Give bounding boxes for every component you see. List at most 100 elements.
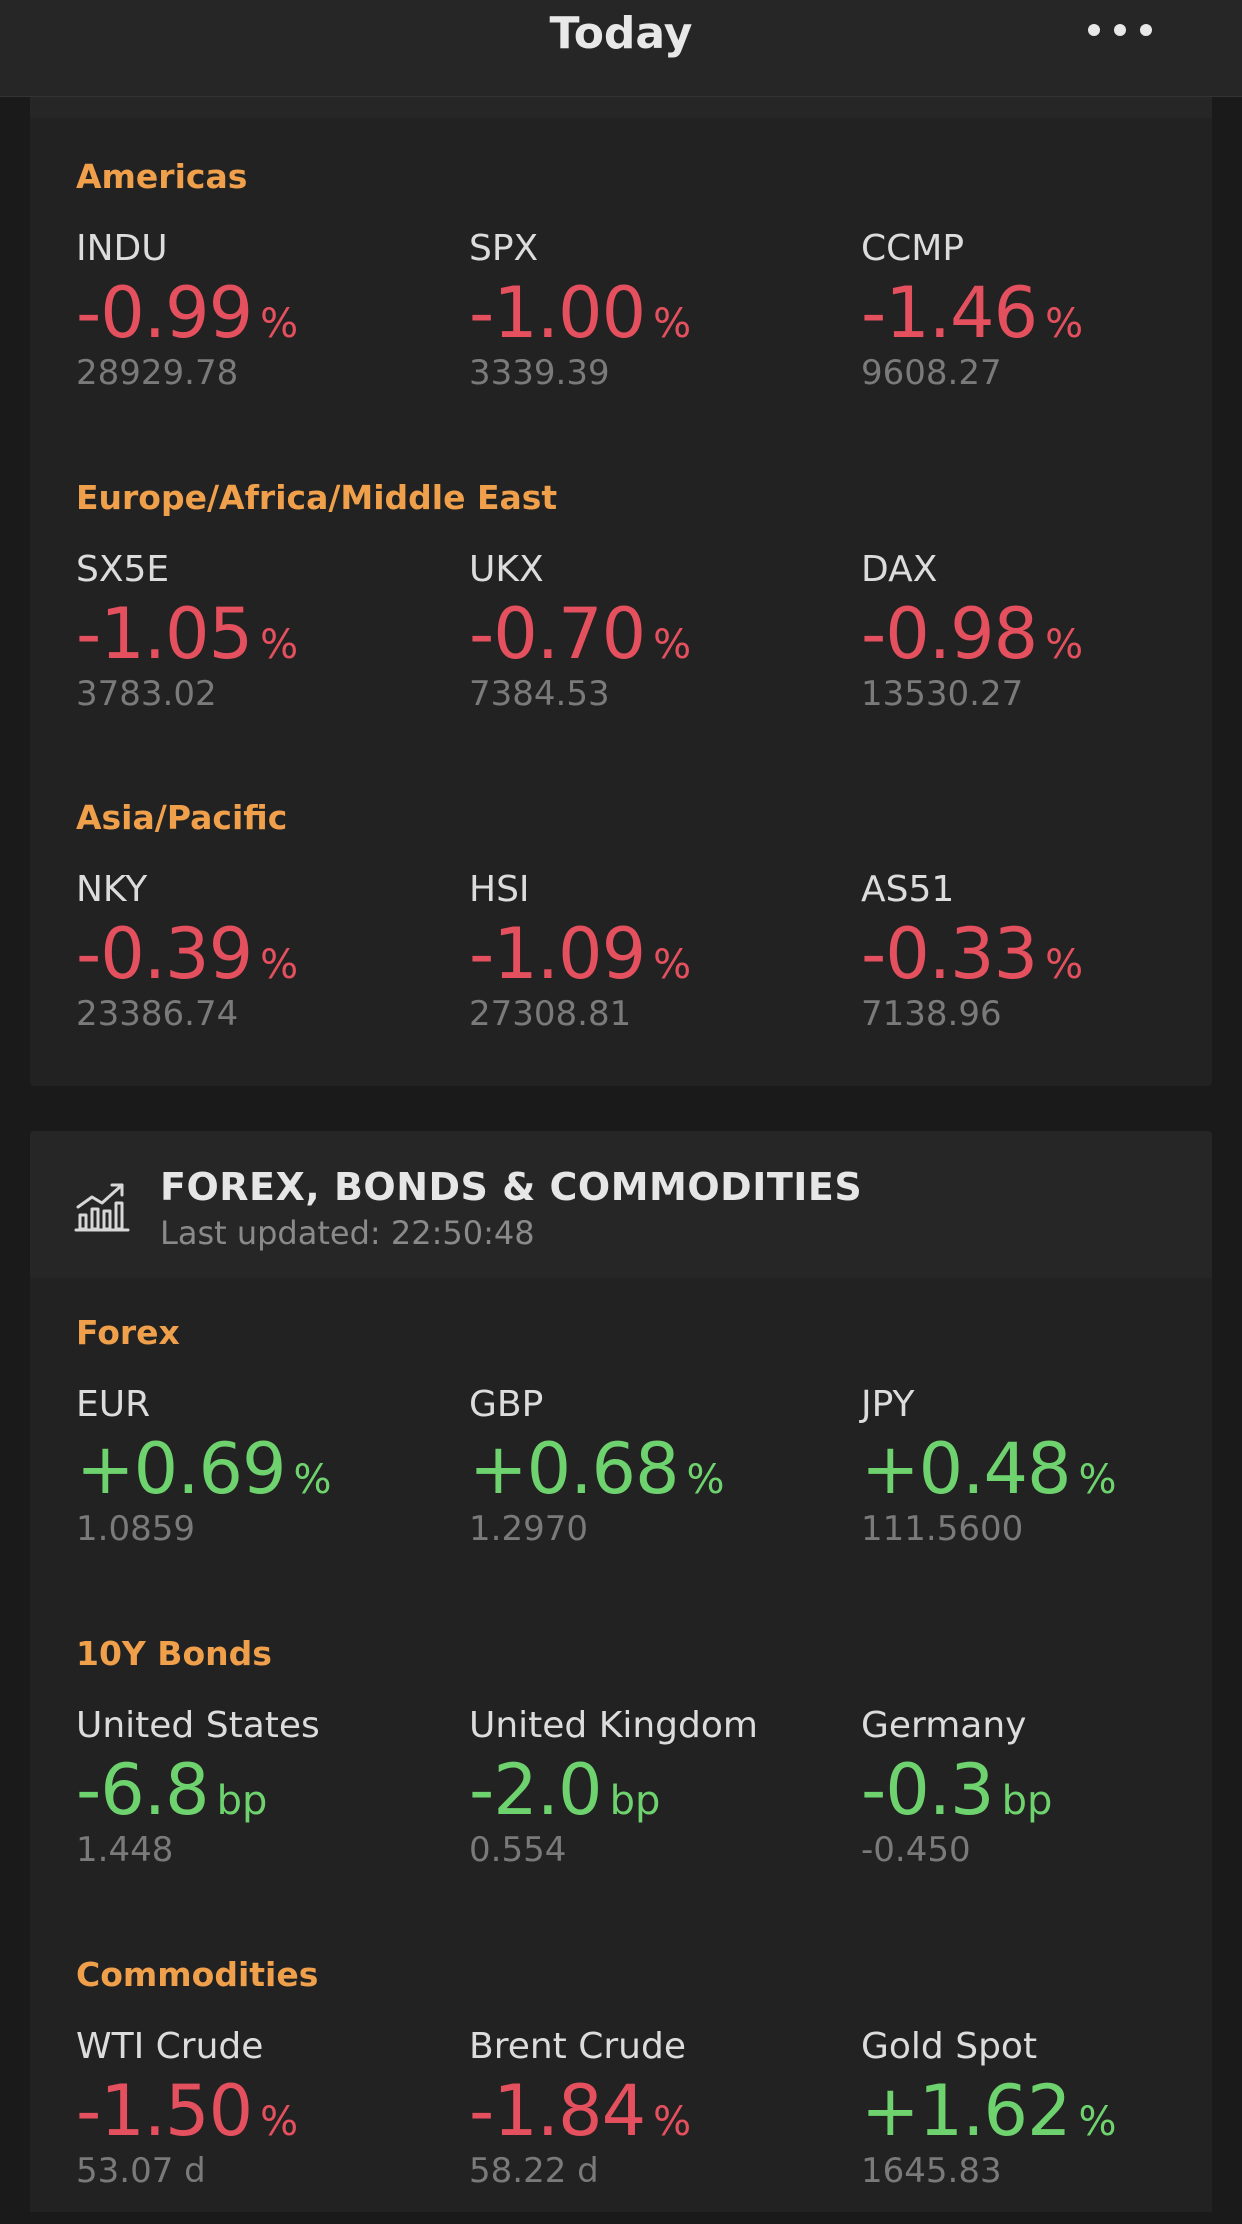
change-unit: %	[1045, 301, 1084, 347]
quote-change: +0.68%	[469, 1431, 849, 1507]
change-value: +1.62	[861, 2070, 1072, 2152]
quote-level: 28929.78	[76, 353, 239, 393]
quote-level: 7384.53	[469, 674, 610, 714]
change-unit: bp	[609, 1778, 661, 1824]
section-title: Asia/Pacific	[76, 798, 288, 837]
quote-name: WTI Crude	[76, 2026, 264, 2067]
quote-us-10y[interactable]: United States -6.8 bp 1.448	[76, 1702, 456, 1872]
quote-brent-crude[interactable]: Brent Crude -1.84% 58.22 d	[469, 2023, 849, 2193]
section-title: Commodities	[76, 1955, 319, 1994]
section-commodities: Commodities WTI Crude -1.50% 53.07 d Bre…	[30, 1953, 1212, 2213]
quote-germany-10y[interactable]: Germany -0.3 bp -0.450	[861, 1702, 1212, 1872]
section-title: 10Y Bonds	[76, 1634, 272, 1673]
quote-change: -1.50%	[76, 2073, 456, 2149]
quote-as51[interactable]: AS51 -0.33% 7138.96	[861, 866, 1241, 1036]
change-value: -0.99	[76, 272, 253, 354]
change-value: -1.05	[76, 593, 253, 675]
change-value: -0.39	[76, 913, 253, 995]
section-americas: Americas INDU -0.99% 28929.78 SPX -1.00%…	[30, 155, 1212, 415]
quote-hsi[interactable]: HSI -1.09% 27308.81	[469, 866, 849, 1036]
quote-level: 1.0859	[76, 1509, 195, 1549]
quote-level: 1.2970	[469, 1509, 588, 1549]
quote-name: United States	[76, 1705, 320, 1746]
change-unit: bp	[1001, 1778, 1053, 1824]
quote-wti-crude[interactable]: WTI Crude -1.50% 53.07 d	[76, 2023, 456, 2193]
quote-level: 7138.96	[861, 994, 1002, 1034]
quote-change: -1.46%	[861, 275, 1241, 351]
quote-change: -6.8 bp	[76, 1752, 456, 1828]
change-value: +0.69	[76, 1428, 287, 1510]
change-unit: %	[260, 301, 299, 347]
change-value: +0.48	[861, 1428, 1072, 1510]
more-options-button[interactable]	[1088, 4, 1152, 56]
quote-name: NKY	[76, 869, 148, 910]
quote-name: AS51	[861, 869, 955, 910]
more-dot	[1114, 24, 1126, 36]
quote-change: -0.33%	[861, 916, 1241, 992]
quote-level: 1.448	[76, 1830, 174, 1870]
quote-level: 9608.27	[861, 353, 1002, 393]
quote-eur[interactable]: EUR +0.69% 1.0859	[76, 1381, 456, 1551]
change-unit: %	[260, 942, 299, 988]
quote-name: SPX	[469, 228, 539, 269]
quote-name: HSI	[469, 869, 530, 910]
section-title: Europe/Africa/Middle East	[76, 478, 558, 517]
change-value: -0.3	[861, 1749, 995, 1831]
page-title: Today	[549, 8, 693, 59]
quote-level: 58.22 d	[469, 2151, 599, 2191]
quote-indu[interactable]: INDU -0.99% 28929.78	[76, 225, 456, 395]
change-unit: %	[260, 2099, 299, 2145]
change-unit: %	[1045, 942, 1084, 988]
quote-ccmp[interactable]: CCMP -1.46% 9608.27	[861, 225, 1241, 395]
quote-change: -2.0 bp	[469, 1752, 849, 1828]
quote-dax[interactable]: DAX -0.98% 13530.27	[861, 546, 1241, 716]
card-title: FOREX, BONDS & COMMODITIES	[160, 1165, 863, 1209]
top-bar: Today	[0, 0, 1242, 97]
quote-name: Brent Crude	[469, 2026, 686, 2067]
quote-change: -0.3 bp	[861, 1752, 1212, 1828]
quote-level: 53.07 d	[76, 2151, 206, 2191]
quote-level: 3339.39	[469, 353, 610, 393]
change-value: -1.84	[469, 2070, 646, 2152]
change-value: +0.68	[469, 1428, 680, 1510]
quote-level: -0.450	[861, 1830, 971, 1870]
change-unit: %	[653, 2099, 692, 2145]
section-asia-pacific: Asia/Pacific NKY -0.39% 23386.74 HSI -1.…	[30, 796, 1212, 1056]
quote-level: 111.5600	[861, 1509, 1024, 1549]
quote-jpy[interactable]: JPY +0.48% 111.5600	[861, 1381, 1212, 1551]
quote-change: +0.69%	[76, 1431, 456, 1507]
forex-bonds-commodities-card: FOREX, BONDS & COMMODITIES Last updated:…	[30, 1131, 1212, 2224]
quote-sx5e[interactable]: SX5E -1.05% 3783.02	[76, 546, 456, 716]
change-unit: bp	[216, 1778, 268, 1824]
chart-trend-icon	[74, 1183, 130, 1232]
quote-name: JPY	[861, 1384, 915, 1425]
quote-change: +1.62%	[861, 2073, 1212, 2149]
more-dot	[1140, 24, 1152, 36]
quote-ukx[interactable]: UKX -0.70% 7384.53	[469, 546, 849, 716]
quote-gold-spot[interactable]: Gold Spot +1.62% 1645.83	[861, 2023, 1212, 2193]
change-unit: %	[1078, 2099, 1117, 2145]
change-value: -0.98	[861, 593, 1038, 675]
change-value: -1.46	[861, 272, 1038, 354]
quote-name: DAX	[861, 549, 938, 590]
quote-change: -1.84%	[469, 2073, 849, 2149]
change-unit: %	[653, 942, 692, 988]
quote-name: Gold Spot	[861, 2026, 1038, 2067]
more-horizontal-icon	[1088, 24, 1100, 36]
quote-change: -1.09%	[469, 916, 849, 992]
change-unit: %	[293, 1457, 332, 1503]
quote-level: 23386.74	[76, 994, 239, 1034]
change-value: -1.09	[469, 913, 646, 995]
change-value: -1.00	[469, 272, 646, 354]
section-emea: Europe/Africa/Middle East SX5E -1.05% 37…	[30, 476, 1212, 736]
card-header[interactable]: FOREX, BONDS & COMMODITIES Last updated:…	[30, 1131, 1212, 1278]
quote-name: SX5E	[76, 549, 170, 590]
change-value: -6.8	[76, 1749, 210, 1831]
section-forex: Forex EUR +0.69% 1.0859 GBP +0.68% 1.297…	[30, 1311, 1212, 1571]
quote-gbp[interactable]: GBP +0.68% 1.2970	[469, 1381, 849, 1551]
quote-spx[interactable]: SPX -1.00% 3339.39	[469, 225, 849, 395]
quote-change: -0.70%	[469, 596, 849, 672]
quote-uk-10y[interactable]: United Kingdom -2.0 bp 0.554	[469, 1702, 849, 1872]
quote-nky[interactable]: NKY -0.39% 23386.74	[76, 866, 456, 1036]
change-value: -0.33	[861, 913, 1038, 995]
